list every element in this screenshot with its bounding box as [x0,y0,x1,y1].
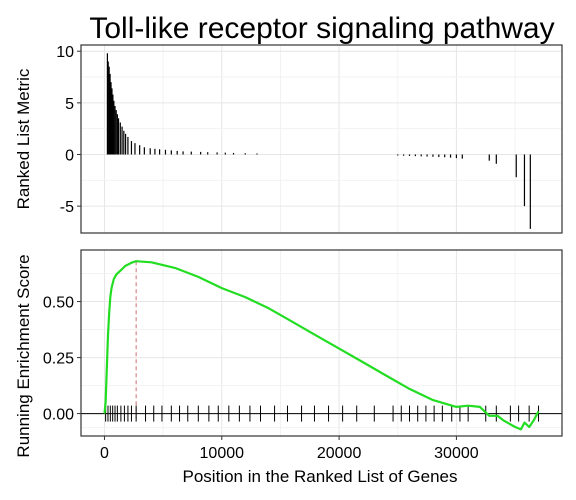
enrichment-score-panel: 0.00 0.25 0.50 0 10000 20000 30000 Running En… [14,249,563,486]
y-tick-label: 0 [65,147,74,164]
y-tick-label: 5 [65,96,74,113]
enrichment-y-axis-label: Running Enrichment Score [14,254,33,457]
x-tick-label: 20000 [317,445,362,462]
y-tick-label: -5 [60,199,74,216]
enrichment-grid [81,250,562,436]
y-tick-label: 10 [56,44,74,61]
ranked-metric-frame [80,44,563,234]
x-tick-label: 10000 [200,445,245,462]
y-tick-label: 0.00 [43,407,74,424]
ranked-metric-bars [106,53,531,229]
x-tick-label: 30000 [434,445,479,462]
x-tick-label: 0 [100,445,109,462]
chart-title: Toll-like receptor signaling pathway [89,12,554,45]
enrichment-frame [80,249,563,437]
ranked-metric-panel: 10 5 0 -5 Ranked List Metric [14,44,563,234]
enrichment-x-axis-label: Position in the Ranked List of Genes [183,467,458,486]
enrichment-plot-area [81,250,562,436]
y-tick-label: 0.50 [43,295,74,312]
ranked-metric-y-axis-label: Ranked List Metric [14,68,33,209]
ranked-metric-grid [81,45,562,233]
y-tick-label: 0.25 [43,351,74,368]
ranked-metric-plot-area [81,45,562,233]
enrichment-x-ticks: 0 10000 20000 30000 [100,436,479,462]
ranked-metric-y-ticks: 10 5 0 -5 [56,44,81,216]
enrichment-y-ticks: 0.00 0.25 0.50 [43,295,81,424]
running-enrichment-line [103,260,540,431]
